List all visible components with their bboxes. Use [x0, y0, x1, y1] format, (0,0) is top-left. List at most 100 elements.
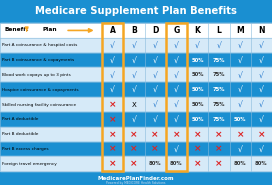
Text: ×: ×	[109, 115, 116, 124]
Text: ×: ×	[194, 159, 201, 168]
Text: √: √	[153, 56, 157, 65]
Text: ×: ×	[258, 130, 265, 139]
Text: 50%: 50%	[191, 102, 204, 107]
Bar	[166, 23, 187, 171]
Bar	[0, 127, 272, 142]
Text: Part A deductible: Part A deductible	[2, 117, 39, 121]
Text: √: √	[131, 70, 136, 79]
Text: 50%: 50%	[234, 117, 246, 122]
Text: K: K	[195, 26, 200, 35]
Text: √: √	[217, 41, 221, 50]
Text: √: √	[238, 100, 243, 109]
Text: √: √	[238, 85, 243, 94]
Text: √: √	[238, 56, 243, 65]
Text: ×: ×	[194, 130, 201, 139]
Text: ×: ×	[109, 130, 116, 139]
Text: √: √	[259, 85, 264, 94]
Text: 80%: 80%	[149, 161, 162, 166]
Text: √: √	[174, 144, 179, 154]
Text: Part B coinsurance & copayments: Part B coinsurance & copayments	[2, 58, 75, 62]
Text: 50%: 50%	[191, 117, 204, 122]
Text: 75%: 75%	[213, 87, 225, 92]
Text: 75%: 75%	[213, 72, 225, 77]
Bar	[0, 97, 272, 112]
Text: X: X	[131, 102, 136, 107]
Text: √: √	[131, 41, 136, 50]
Text: 75%: 75%	[213, 102, 225, 107]
Text: N: N	[258, 26, 265, 35]
Text: √: √	[110, 85, 115, 94]
Text: √: √	[259, 41, 264, 50]
Text: √: √	[174, 56, 179, 65]
Text: 80%: 80%	[234, 161, 246, 166]
Text: √: √	[131, 56, 136, 65]
Text: √: √	[195, 41, 200, 50]
Text: ×: ×	[152, 144, 159, 154]
Text: √: √	[174, 115, 179, 124]
Text: G: G	[173, 26, 180, 35]
Text: Skilled nursing facility coinsurance: Skilled nursing facility coinsurance	[2, 102, 76, 107]
Text: B: B	[131, 26, 137, 35]
Text: Foreign travel emergency: Foreign travel emergency	[2, 162, 57, 166]
Text: 50%: 50%	[191, 87, 204, 92]
Text: √: √	[131, 115, 136, 124]
Text: ×: ×	[109, 144, 116, 154]
Text: ×: ×	[173, 130, 180, 139]
Bar	[0, 53, 272, 68]
Text: 75%: 75%	[213, 58, 225, 63]
Text: ×: ×	[215, 130, 222, 139]
Text: √: √	[131, 85, 136, 94]
Text: ×: ×	[215, 159, 222, 168]
Bar	[0, 68, 272, 82]
Text: ×: ×	[215, 144, 222, 154]
Text: √: √	[153, 115, 157, 124]
Text: M: M	[236, 26, 244, 35]
Text: √: √	[174, 41, 179, 50]
Bar	[102, 23, 123, 171]
Text: Benefit: Benefit	[4, 27, 28, 32]
Text: ×: ×	[130, 144, 138, 154]
Text: √: √	[153, 70, 157, 79]
Text: √: √	[153, 85, 157, 94]
Bar	[0, 157, 272, 171]
Text: Powered by MEDICORE Health Solutions: Powered by MEDICORE Health Solutions	[106, 181, 166, 185]
Text: Part A coinsurance & hospital costs: Part A coinsurance & hospital costs	[2, 43, 78, 47]
Text: D: D	[152, 26, 158, 35]
Text: √: √	[110, 41, 115, 50]
Text: ×: ×	[109, 159, 116, 168]
Text: √: √	[259, 100, 264, 109]
Text: 80%: 80%	[170, 161, 183, 166]
Text: Blood work copays up to 3 pints: Blood work copays up to 3 pints	[2, 73, 71, 77]
Text: √: √	[238, 70, 243, 79]
Text: A: A	[110, 26, 116, 35]
Text: √: √	[259, 115, 264, 124]
Text: L: L	[217, 26, 221, 35]
Text: Part B deductible: Part B deductible	[2, 132, 39, 136]
Bar	[0, 82, 272, 97]
Text: ×: ×	[130, 130, 138, 139]
Text: Plan: Plan	[42, 27, 57, 32]
Text: √: √	[153, 41, 157, 50]
Bar	[0, 38, 272, 53]
Text: √: √	[153, 100, 157, 109]
Text: ×: ×	[130, 159, 138, 168]
Text: Hospice coinsurance & copayments: Hospice coinsurance & copayments	[2, 88, 79, 92]
Text: √: √	[174, 100, 179, 109]
Text: 50%: 50%	[191, 58, 204, 63]
Text: √: √	[174, 70, 179, 79]
Text: √: √	[238, 144, 243, 154]
Bar	[0, 142, 272, 157]
Text: √: √	[110, 56, 115, 65]
Text: √: √	[259, 144, 264, 154]
Text: √: √	[238, 41, 243, 50]
Text: √: √	[259, 56, 264, 65]
Text: ×: ×	[109, 100, 116, 109]
Text: ×: ×	[152, 130, 159, 139]
Text: 75%: 75%	[213, 117, 225, 122]
Bar	[0, 23, 272, 38]
Text: Medicare Supplement Plan Benefits: Medicare Supplement Plan Benefits	[35, 6, 237, 16]
Text: √: √	[174, 85, 179, 94]
Text: 50%: 50%	[191, 72, 204, 77]
Text: 80%: 80%	[255, 161, 268, 166]
Text: ×: ×	[236, 130, 244, 139]
